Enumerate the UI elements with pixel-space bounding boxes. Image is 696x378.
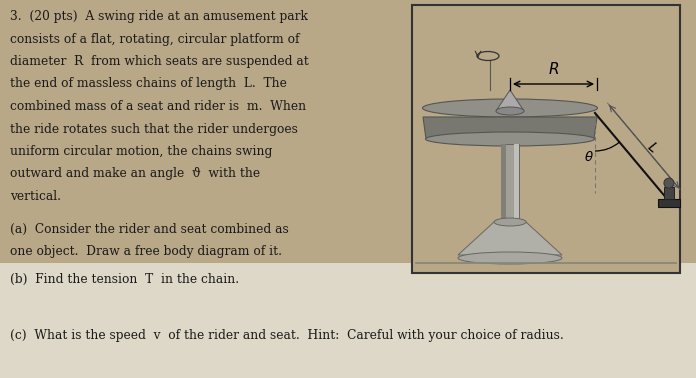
Bar bbox=[412, 5, 680, 273]
Text: (b)  Find the tension  T  in the chain.: (b) Find the tension T in the chain. bbox=[10, 273, 239, 286]
Text: 3.  (20 pts)  A swing ride at an amusement park: 3. (20 pts) A swing ride at an amusement… bbox=[10, 10, 308, 23]
Text: $R$: $R$ bbox=[548, 61, 559, 77]
Circle shape bbox=[664, 178, 674, 188]
Text: uniform circular motion, the chains swing: uniform circular motion, the chains swin… bbox=[10, 145, 272, 158]
Text: (a)  Consider the rider and seat combined as: (a) Consider the rider and seat combined… bbox=[10, 223, 289, 235]
Text: outward and make an angle  ϑ  with the: outward and make an angle ϑ with the bbox=[10, 167, 260, 181]
Ellipse shape bbox=[496, 107, 524, 115]
Text: consists of a flat, rotating, circular platform of: consists of a flat, rotating, circular p… bbox=[10, 33, 299, 45]
Bar bbox=[501, 144, 519, 222]
Ellipse shape bbox=[458, 252, 562, 264]
Text: vertical.: vertical. bbox=[10, 190, 61, 203]
Text: (c)  What is the speed  v  of the rider and seat.  Hint:  Careful with your choi: (c) What is the speed v of the rider and… bbox=[10, 329, 564, 342]
Text: combined mass of a seat and rider is  m.  When: combined mass of a seat and rider is m. … bbox=[10, 100, 306, 113]
Bar bbox=[664, 187, 674, 199]
Text: the ride rotates such that the rider undergoes: the ride rotates such that the rider und… bbox=[10, 122, 298, 135]
Bar bbox=[658, 199, 680, 207]
Ellipse shape bbox=[425, 132, 594, 146]
Polygon shape bbox=[423, 117, 597, 139]
Polygon shape bbox=[458, 222, 562, 255]
Ellipse shape bbox=[494, 218, 526, 226]
Text: $L$: $L$ bbox=[644, 139, 660, 155]
Bar bbox=[0, 263, 696, 378]
Text: one object.  Draw a free body diagram of it.: one object. Draw a free body diagram of … bbox=[10, 245, 282, 258]
Polygon shape bbox=[496, 90, 524, 111]
Text: diameter  R  from which seats are suspended at: diameter R from which seats are suspende… bbox=[10, 55, 309, 68]
Text: the end of massless chains of length  L.  The: the end of massless chains of length L. … bbox=[10, 77, 287, 90]
Ellipse shape bbox=[422, 99, 597, 117]
Text: $\theta$: $\theta$ bbox=[584, 150, 594, 164]
Bar bbox=[501, 144, 506, 222]
Bar bbox=[514, 144, 519, 222]
